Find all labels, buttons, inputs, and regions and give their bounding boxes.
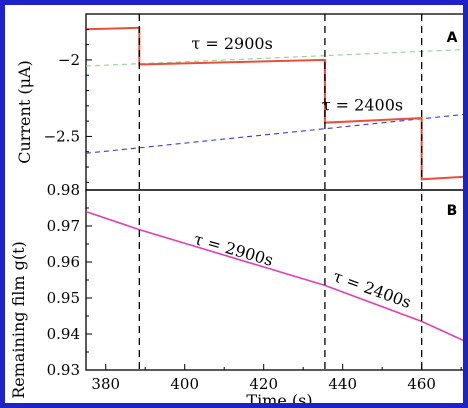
panel-b-xtick-label: 380	[91, 375, 120, 393]
panel-b-ytick-label: 0.96	[47, 253, 80, 271]
panel-b-ytick-label: 0.95	[47, 289, 80, 307]
panel-a-ylabel: Current (μA)	[15, 60, 34, 164]
film-trace	[85, 210, 463, 342]
panel-b-annotation-1: τ = 2900s	[192, 229, 275, 270]
panel-a-annotation-1: τ = 2900s	[191, 34, 272, 53]
reference-line-blue	[85, 113, 463, 154]
panel-a-label: A	[447, 30, 458, 46]
panel-b-frame	[85, 189, 463, 371]
panel-b-xtick-label: 460	[407, 375, 436, 393]
panel-b-xtick-label: 420	[249, 375, 278, 393]
panel-b-ytick-label: 0.97	[47, 217, 80, 235]
panel-a-frame	[85, 13, 463, 191]
panel-b-ylabel: Remaining film g(t)	[9, 241, 28, 399]
panel-b-xtick-label: 440	[328, 375, 357, 393]
panel-a-ytick-label: −2	[58, 51, 80, 69]
panel-b-xlabel: Time (s)	[246, 391, 312, 408]
panel-b-annotation-2: τ = 2400s	[331, 266, 414, 312]
panel-b-ytick-label: 0.98	[47, 181, 80, 199]
panel-a-ytick-label: −2.5	[44, 127, 80, 145]
panel-b-ytick-label: 0.94	[47, 325, 80, 343]
panel-b-xtick-label: 400	[170, 375, 199, 393]
panel-a-annotation-2: τ = 2400s	[322, 95, 403, 114]
panel-b-label: B	[447, 203, 458, 219]
panel-b-ytick-label: 0.93	[47, 361, 80, 379]
current-trace	[85, 26, 463, 181]
